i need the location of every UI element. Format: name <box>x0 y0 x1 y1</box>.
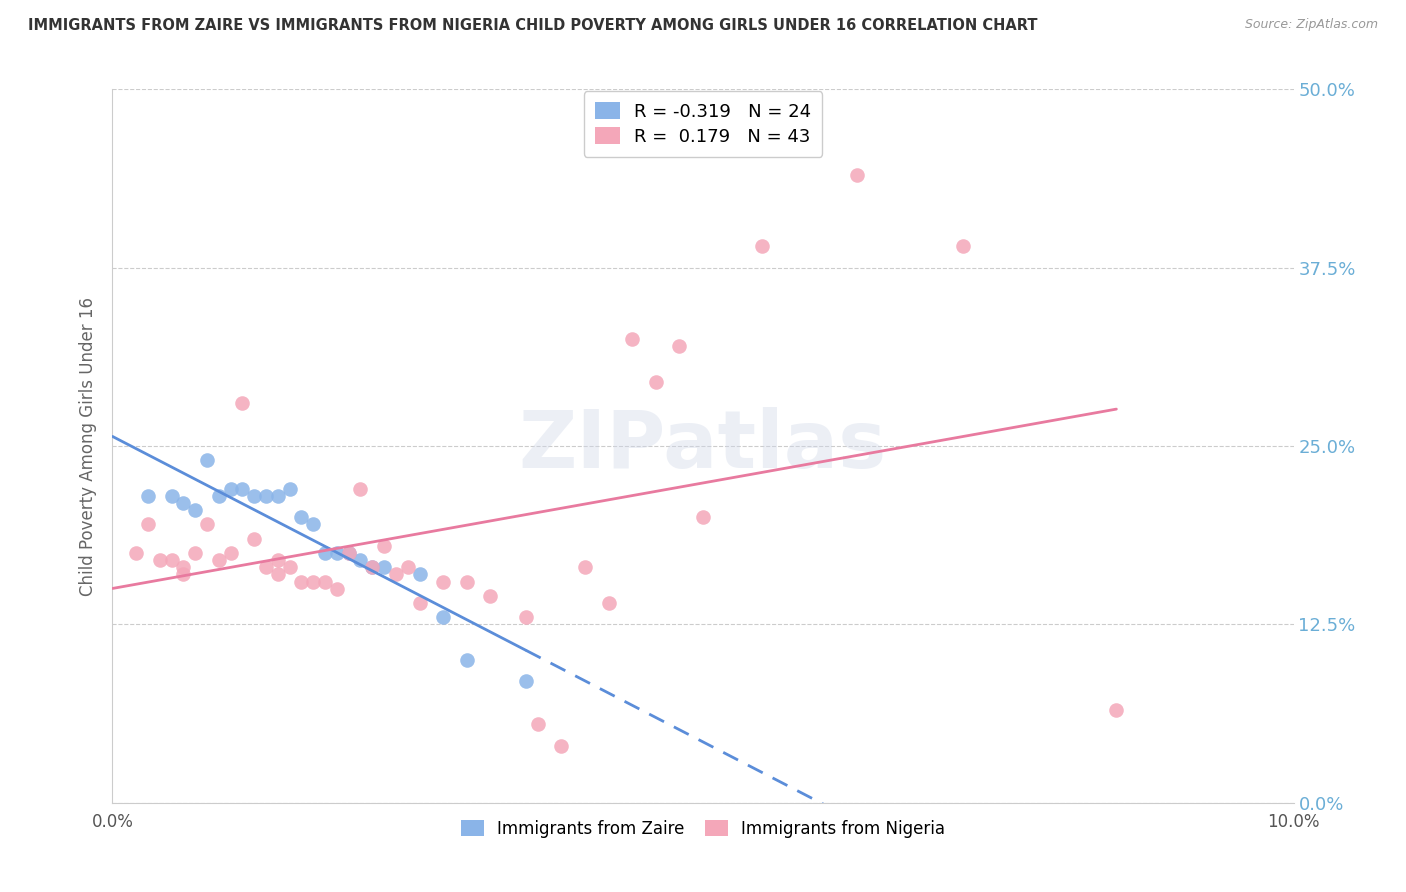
Point <box>243 532 266 546</box>
Point <box>456 653 478 667</box>
Point <box>574 560 596 574</box>
Point <box>432 574 454 589</box>
Point <box>290 510 312 524</box>
Point <box>149 553 172 567</box>
Point <box>208 489 231 503</box>
Point <box>373 539 395 553</box>
Point <box>349 482 371 496</box>
Point <box>290 574 312 589</box>
Point <box>172 560 194 574</box>
Point <box>952 239 974 253</box>
Point <box>385 567 408 582</box>
Point <box>432 610 454 624</box>
Point <box>396 560 419 574</box>
Point <box>337 546 360 560</box>
Text: Source: ZipAtlas.com: Source: ZipAtlas.com <box>1244 18 1378 31</box>
Point <box>184 503 207 517</box>
Point <box>267 567 290 582</box>
Point <box>692 510 714 524</box>
Point <box>172 496 194 510</box>
Point <box>195 453 218 467</box>
Point <box>208 553 231 567</box>
Point <box>644 375 666 389</box>
Y-axis label: Child Poverty Among Girls Under 16: Child Poverty Among Girls Under 16 <box>79 296 97 596</box>
Point <box>231 396 253 410</box>
Point <box>326 582 349 596</box>
Point <box>373 560 395 574</box>
Point <box>668 339 690 353</box>
Point <box>515 674 537 689</box>
Point <box>219 482 242 496</box>
Point <box>160 553 183 567</box>
Text: IMMIGRANTS FROM ZAIRE VS IMMIGRANTS FROM NIGERIA CHILD POVERTY AMONG GIRLS UNDER: IMMIGRANTS FROM ZAIRE VS IMMIGRANTS FROM… <box>28 18 1038 33</box>
Point <box>550 739 572 753</box>
Point <box>314 546 336 560</box>
Point <box>1105 703 1128 717</box>
Point <box>267 489 290 503</box>
Point <box>526 717 548 731</box>
Point <box>598 596 620 610</box>
Point <box>136 489 159 503</box>
Point <box>136 517 159 532</box>
Point <box>456 574 478 589</box>
Point <box>278 482 301 496</box>
Point <box>621 332 644 346</box>
Point <box>254 560 277 574</box>
Point <box>479 589 502 603</box>
Point <box>195 517 218 532</box>
Point <box>408 596 430 610</box>
Point <box>302 574 325 589</box>
Point <box>751 239 773 253</box>
Point <box>231 482 253 496</box>
Legend: Immigrants from Zaire, Immigrants from Nigeria: Immigrants from Zaire, Immigrants from N… <box>454 814 952 845</box>
Point <box>172 567 194 582</box>
Point <box>302 517 325 532</box>
Point <box>243 489 266 503</box>
Point <box>314 574 336 589</box>
Point <box>254 489 277 503</box>
Point <box>160 489 183 503</box>
Point <box>337 546 360 560</box>
Point <box>349 553 371 567</box>
Text: ZIPatlas: ZIPatlas <box>519 407 887 485</box>
Point <box>267 553 290 567</box>
Point <box>125 546 148 560</box>
Point <box>326 546 349 560</box>
Point <box>184 546 207 560</box>
Point <box>408 567 430 582</box>
Point <box>845 168 868 182</box>
Point <box>361 560 384 574</box>
Point <box>278 560 301 574</box>
Point <box>515 610 537 624</box>
Point <box>219 546 242 560</box>
Point <box>361 560 384 574</box>
